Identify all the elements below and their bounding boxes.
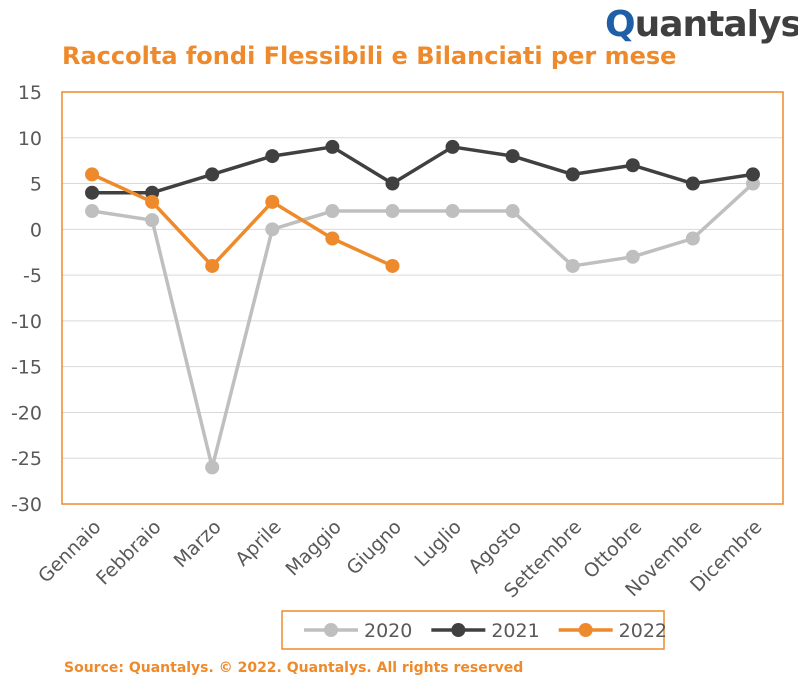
- legend-label-2021: 2021: [491, 620, 539, 642]
- data-point-2021: [385, 176, 400, 191]
- data-point-2020: [625, 249, 640, 264]
- y-tick-label: -10: [11, 311, 42, 333]
- y-tick-label: -25: [11, 448, 42, 470]
- brand-logo: Quantalys: [605, 4, 798, 45]
- y-tick-label: 10: [18, 128, 42, 150]
- legend-label-2020: 2020: [364, 620, 412, 642]
- y-tick-label: 15: [18, 82, 42, 104]
- chart-title: Raccolta fondi Flessibili e Bilanciati p…: [62, 42, 677, 70]
- data-point-2020: [505, 204, 520, 219]
- data-point-2020: [385, 204, 400, 219]
- data-point-2021: [745, 167, 760, 182]
- data-point-2021: [265, 149, 280, 164]
- data-point-2020: [85, 204, 100, 219]
- data-point-2020: [205, 460, 220, 475]
- data-point-2021: [445, 139, 460, 154]
- data-point-2020: [565, 258, 580, 273]
- series-line-2020: [91, 182, 755, 470]
- legend-marker-2021: [451, 623, 466, 637]
- data-point-2021: [685, 176, 700, 191]
- logo-text: uantalys: [634, 4, 798, 45]
- data-point-2022: [205, 258, 220, 273]
- x-tick-label: Luglio: [411, 516, 467, 572]
- x-tick-label: Giugno: [343, 516, 406, 579]
- data-point-2022: [385, 258, 400, 273]
- legend-label-2022: 2022: [619, 620, 667, 642]
- logo-q: Q: [605, 4, 636, 45]
- series-line-2022: [91, 172, 394, 268]
- x-tick-label: Maggio: [282, 516, 346, 580]
- data-point-2020: [325, 204, 340, 219]
- data-point-2021: [505, 149, 520, 164]
- data-point-2022: [85, 167, 100, 182]
- x-tick-label: Marzo: [170, 516, 226, 572]
- data-point-2021: [565, 167, 580, 182]
- data-point-2020: [445, 204, 460, 219]
- data-point-2020: [685, 231, 700, 246]
- y-tick-label: 0: [30, 219, 42, 241]
- plot-area-frame: [61, 91, 784, 505]
- y-tick-label: -30: [11, 494, 42, 516]
- x-tick-label: Aprile: [231, 516, 286, 571]
- data-point-2022: [325, 231, 340, 246]
- y-tick-label: -15: [11, 357, 42, 379]
- data-point-2021: [625, 158, 640, 173]
- data-point-2020: [145, 213, 160, 228]
- data-point-2022: [145, 194, 160, 209]
- x-tick-label: Febbraio: [92, 516, 166, 590]
- data-point-2020: [265, 222, 280, 237]
- data-point-2021: [85, 185, 100, 200]
- y-tick-label: -20: [11, 402, 42, 424]
- legend-marker-2020: [324, 623, 338, 637]
- source-note: Source: Quantalys. © 2022. Quantalys. Al…: [64, 660, 524, 676]
- data-point-2021: [325, 139, 340, 154]
- data-point-2021: [205, 167, 220, 182]
- y-tick-label: -5: [23, 265, 42, 287]
- legend-marker-2022: [578, 623, 593, 637]
- series-line-2021: [92, 145, 754, 195]
- y-tick-label: 5: [30, 174, 42, 196]
- data-point-2022: [265, 194, 280, 209]
